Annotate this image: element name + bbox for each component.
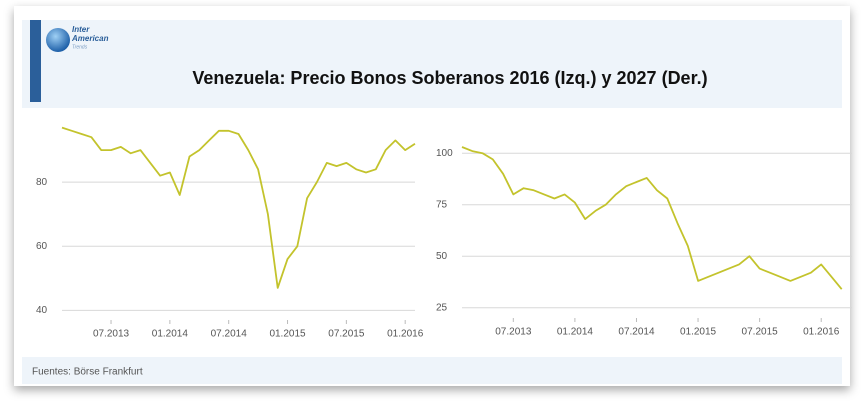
x-tick-label: 07.2014 <box>618 327 655 338</box>
y-tick-label: 60 <box>36 241 48 252</box>
title: Venezuela: Precio Bonos Soberanos 2016 (… <box>192 68 707 88</box>
logo-text: Trends <box>72 44 88 50</box>
price-line <box>461 146 843 290</box>
plots: 40 60 80 07.2013 01.2014 07.2014 01.2015 07.201… <box>36 126 852 340</box>
x-tick-label: 01.2015 <box>680 327 717 338</box>
y-tick-label: 25 <box>436 302 448 313</box>
y-tick-label: 50 <box>436 251 448 262</box>
x-tick-label: 07.2013 <box>93 329 130 340</box>
x-tick-label: 07.2015 <box>742 327 779 338</box>
y-tick-label: 100 <box>436 148 453 159</box>
header-band <box>22 20 842 108</box>
price-line <box>61 126 416 289</box>
logo-globe <box>46 28 70 52</box>
x-tick-label: 01.2015 <box>269 329 306 340</box>
x-tick-label: 01.2014 <box>152 329 189 340</box>
x-tick-label: 07.2015 <box>328 329 365 340</box>
x-tick-label: 01.2016 <box>803 327 840 338</box>
logo-text: Inter <box>72 25 90 34</box>
y-tick-label: 80 <box>36 177 48 188</box>
source: Fuentes: Börse Frankfurt <box>32 367 143 378</box>
footer-band <box>22 357 842 384</box>
y-tick-label: 75 <box>436 199 448 210</box>
logo-text: American <box>71 34 109 43</box>
x-tick-label: 07.2014 <box>211 329 248 340</box>
y-tick-label: 40 <box>36 305 48 316</box>
logo-bar <box>30 20 41 102</box>
x-tick-label: 07.2013 <box>495 327 532 338</box>
x-tick-label: 01.2016 <box>387 329 424 340</box>
x-tick-label: 01.2014 <box>557 327 594 338</box>
